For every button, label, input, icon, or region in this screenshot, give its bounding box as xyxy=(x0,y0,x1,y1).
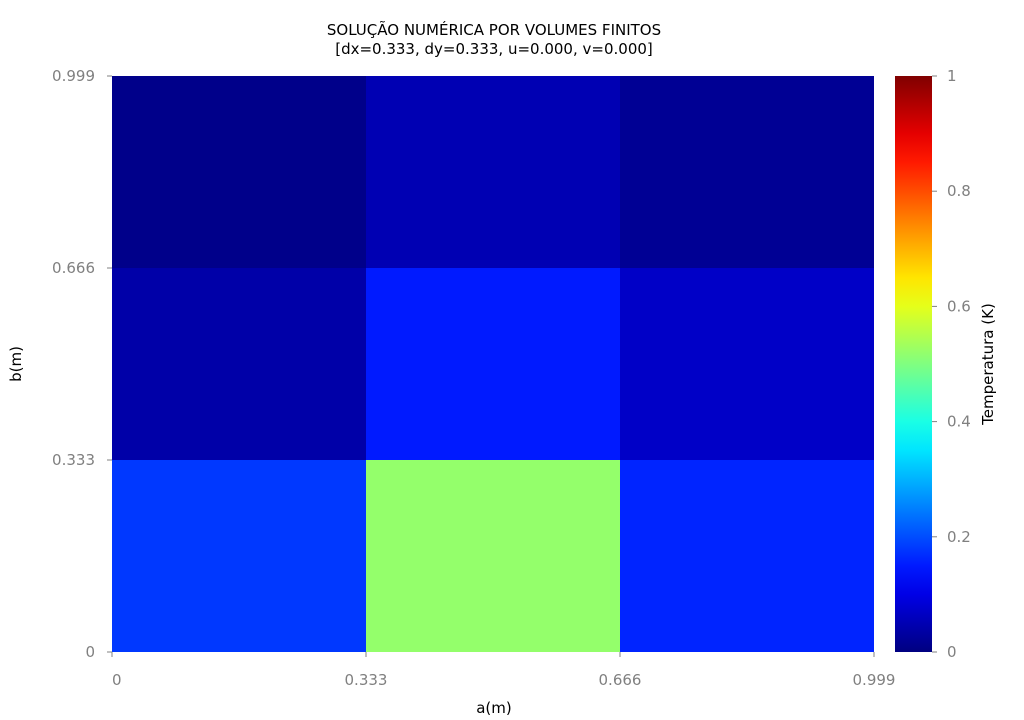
chart-subtitle: [dx=0.333, dy=0.333, u=0.000, v=0.000] xyxy=(335,40,653,58)
colorbar-tick-label: 0.6 xyxy=(947,297,971,315)
colorbar-tick-label: 0.2 xyxy=(947,528,971,546)
y-tick-label: 0.999 xyxy=(52,67,95,85)
colorbar xyxy=(895,76,932,652)
x-tick-label: 0.666 xyxy=(599,671,642,689)
heatmap-cell xyxy=(112,76,366,268)
x-axis-label: a(m) xyxy=(476,699,512,717)
heatmap-cell xyxy=(620,268,874,460)
x-tick-label: 0 xyxy=(112,671,122,689)
colorbar-tick-label: 0 xyxy=(947,643,957,661)
y-axis-label: b(m) xyxy=(7,346,25,382)
x-tick-label: 0.333 xyxy=(345,671,388,689)
heatmap-cell xyxy=(620,76,874,268)
y-axis-ticks: 0 0.333 0.666 0.999 xyxy=(52,67,112,661)
colorbar-tick-label: 0.8 xyxy=(947,182,971,200)
colorbar-tick-label: 1 xyxy=(947,67,957,85)
heatmap-cell xyxy=(366,76,620,268)
y-tick-label: 0 xyxy=(85,643,95,661)
heatmap-cell xyxy=(112,460,366,652)
colorbar-ticks: 0 0.2 0.4 0.6 0.8 1 xyxy=(932,67,971,661)
chart-title: SOLUÇÃO NUMÉRICA POR VOLUMES FINITOS xyxy=(327,20,661,39)
colorbar-label: Temperatura (K) xyxy=(979,303,997,426)
colorbar-tick-label: 0.4 xyxy=(947,413,971,431)
x-tick-label: 0.999 xyxy=(853,671,896,689)
y-tick-label: 0.333 xyxy=(52,451,95,469)
y-tick-label: 0.666 xyxy=(52,259,95,277)
heatmap-cell xyxy=(112,268,366,460)
heatmap-cell xyxy=(366,268,620,460)
x-axis-ticks: 0 0.333 0.666 0.999 xyxy=(111,652,896,689)
heatmap-cell xyxy=(620,460,874,652)
heatmap-cell xyxy=(366,460,620,652)
heatmap-cells xyxy=(112,76,874,652)
